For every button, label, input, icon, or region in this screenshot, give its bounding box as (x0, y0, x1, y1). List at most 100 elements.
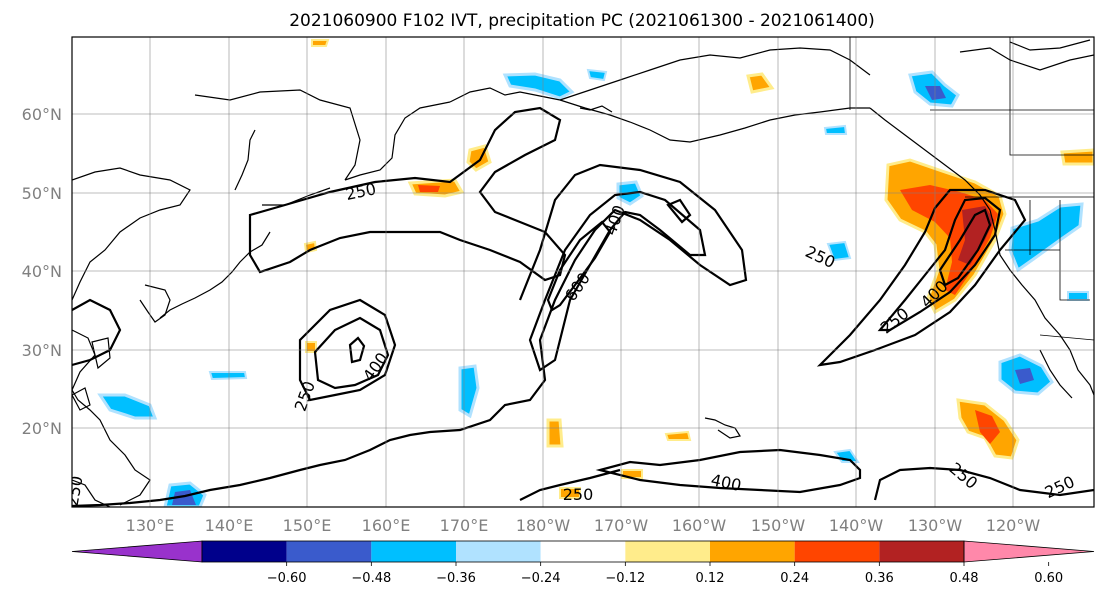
colorbar-segment (286, 541, 372, 562)
lon-label: 130°E (126, 516, 175, 535)
lon-label: 160°W (672, 516, 727, 535)
precipitation-shading (97, 39, 1094, 507)
colorbar-tick-label: 0.24 (780, 571, 809, 586)
border-us-mexico (1039, 334, 1094, 341)
colorbar-extend-low (71, 540, 203, 563)
map-background (72, 37, 1094, 507)
lon-label: 170°W (594, 516, 649, 535)
contour-600-east (938, 208, 992, 287)
colorbar-tick-label: −0.48 (351, 571, 391, 586)
shade-orange-arctic (311, 39, 330, 47)
colorbar-segment (879, 541, 964, 562)
lat-label: 30°N (22, 341, 62, 360)
shade-blue-40n (826, 240, 852, 262)
coast-japan (159, 231, 271, 319)
political-borders (849, 37, 1094, 341)
contour-400-hawaii-small (666, 198, 692, 224)
latitude-labels: 60°N 50°N 40°N 30°N 20°N (22, 105, 62, 438)
colorbar-tick-label: 0.48 (950, 571, 979, 586)
figure-title: 2021060900 F102 IVT, precipitation PC (2… (289, 11, 875, 31)
ivt-contours (72, 106, 1094, 507)
coast-siberia (194, 89, 361, 181)
lon-label: 150°E (283, 516, 332, 535)
coast-asia-north (72, 167, 191, 301)
shade-blue-central (458, 364, 480, 419)
shade-orange-se (559, 487, 581, 499)
colorbar-extend-high (963, 540, 1095, 563)
coast-sakhalin (234, 129, 256, 191)
lon-label: 120°W (986, 516, 1041, 535)
colorbar-segment (202, 541, 287, 562)
contour-250-north (248, 106, 567, 282)
coast-alaska-peninsula (559, 99, 870, 143)
coast-korea (139, 284, 171, 323)
colorbar-segment (625, 541, 710, 562)
lon-label: 140°E (205, 516, 254, 535)
colorbar-tick-label: 0.36 (865, 571, 894, 586)
contour-250-mid (72, 163, 748, 507)
coast-aleutian-islands (579, 105, 613, 113)
shade-blue-bc (1067, 291, 1089, 301)
colorbar-tick-label: −0.24 (521, 571, 561, 586)
coast-canada-arctic (959, 47, 1094, 71)
shade-nw-darkred (958, 206, 994, 265)
colorbar-segment (794, 541, 880, 562)
coast-taiwan (72, 387, 91, 411)
colorbar-tick-label: 0.60 (1034, 571, 1063, 586)
shade-royal-sw (1015, 368, 1034, 384)
contour-small-ellipse (348, 336, 366, 364)
lon-label: 150°W (751, 516, 806, 535)
colorbar-segment (456, 541, 541, 562)
longitude-labels: 130°E 140°E 150°E 160°E 170°E 180°W 170°W 160°W… (126, 516, 1041, 535)
colorbar-tick-label: −0.60 (267, 571, 307, 586)
contour-400-mid (528, 190, 707, 372)
coast-hudson (1009, 39, 1091, 51)
shade-orange-alaska (746, 72, 775, 94)
contour-600 (546, 220, 612, 312)
shade-blue-mid (208, 371, 248, 381)
shade-orange-305 (305, 341, 317, 353)
shade-orange-hawaii (664, 430, 692, 441)
coast-kamchatka (344, 101, 451, 181)
shade-blue-taiwan (97, 393, 158, 420)
contour-philippines (72, 298, 122, 367)
colorbar-segment (540, 541, 626, 562)
lon-label: 130°W (908, 516, 963, 535)
shade-orange-canada (1060, 148, 1094, 166)
border-canada-provinces (1009, 37, 1094, 156)
lon-label: 180°W (516, 516, 571, 535)
lat-label: 40°N (22, 262, 62, 281)
coast-philippines (91, 337, 111, 370)
lat-label: 20°N (22, 419, 62, 438)
colorbar-segment (371, 541, 456, 562)
lon-label: 140°W (829, 516, 884, 535)
lat-label: 60°N (22, 105, 62, 124)
coast-chukotka (449, 87, 561, 103)
contour-250-southeast (873, 466, 1094, 501)
shade-blue-gulf2 (823, 124, 848, 135)
lat-label: 50°N (22, 184, 62, 203)
shade-blue-pacnw-inland (1008, 202, 1084, 273)
map-border (71, 36, 1095, 508)
contour-250-bering (519, 468, 621, 501)
colorbar-tick-label: 0.12 (696, 571, 725, 586)
contour-250-south (595, 448, 862, 494)
gridlines (72, 37, 1094, 507)
contour-label: 250 (563, 485, 594, 504)
coast-newguinea (72, 479, 111, 507)
colorbar-outline (201, 540, 965, 563)
contour-250-east (816, 188, 1027, 367)
colorbar-tick-label: −0.12 (605, 571, 645, 586)
colorbar-tick-label: −0.36 (436, 571, 476, 586)
contour-400-west (313, 316, 390, 390)
coast-alaska (559, 47, 871, 101)
shade-blue-bering (502, 72, 575, 100)
lon-label: 170°E (440, 516, 489, 535)
shade-orange-central (546, 418, 564, 448)
map-panel: 250 400 600 400 250 250 400 250 400 250 … (72, 37, 1094, 507)
shade-royal-canada (925, 86, 946, 100)
shade-blue-bering2 (586, 68, 608, 82)
colorbar: −0.60 −0.48 −0.36 −0.24 −0.12 0.12 0.24 0.36 0.4… (71, 540, 1095, 586)
colorbar-segment (710, 541, 795, 562)
